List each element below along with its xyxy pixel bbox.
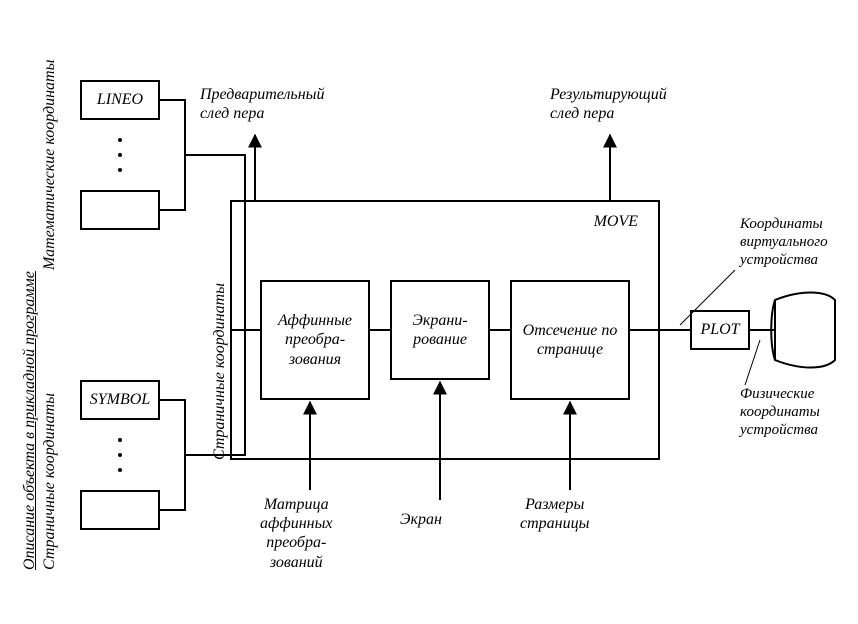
title-page-coords-mid: Страничные координаты	[210, 283, 229, 460]
box-clip: Отсечение по странице	[510, 280, 630, 400]
label-virtual-coords: Координаты виртуального устройства	[740, 215, 828, 269]
title-math-coords: Математические координаты	[40, 60, 59, 270]
label-prelim-trace: Предварительный след пера	[200, 85, 324, 123]
diagram-canvas: { "vertical_labels": { "main_title": "Оп…	[0, 0, 858, 624]
label-affine-matrix: Матрица аффинных преобра- зований	[260, 495, 333, 572]
box-lineo-blank	[80, 190, 160, 230]
box-symbol-blank	[80, 490, 160, 530]
title-page-coords-left: Страничные координаты	[40, 393, 59, 570]
box-affine: Аффинные преобра- зования	[260, 280, 370, 400]
box-symbol: SYMBOL	[80, 380, 160, 420]
label-page-size: Размеры страницы	[520, 495, 589, 533]
box-plot: PLOT	[690, 310, 750, 350]
title-main: Описание объекта в прикладной программе	[20, 271, 39, 570]
label-result-trace: Результирующий след пера	[550, 85, 667, 123]
label-screen: Экран	[400, 510, 442, 529]
label-physical-coords: Физические координаты устройства	[740, 385, 820, 439]
move-title: MOVE	[594, 212, 638, 231]
box-lineo: LINEO	[80, 80, 160, 120]
box-screen: Экрани- рование	[390, 280, 490, 380]
